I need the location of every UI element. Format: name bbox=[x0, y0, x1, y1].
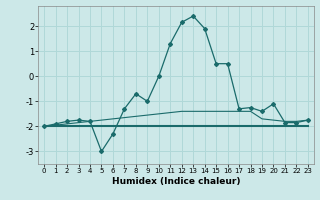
X-axis label: Humidex (Indice chaleur): Humidex (Indice chaleur) bbox=[112, 177, 240, 186]
